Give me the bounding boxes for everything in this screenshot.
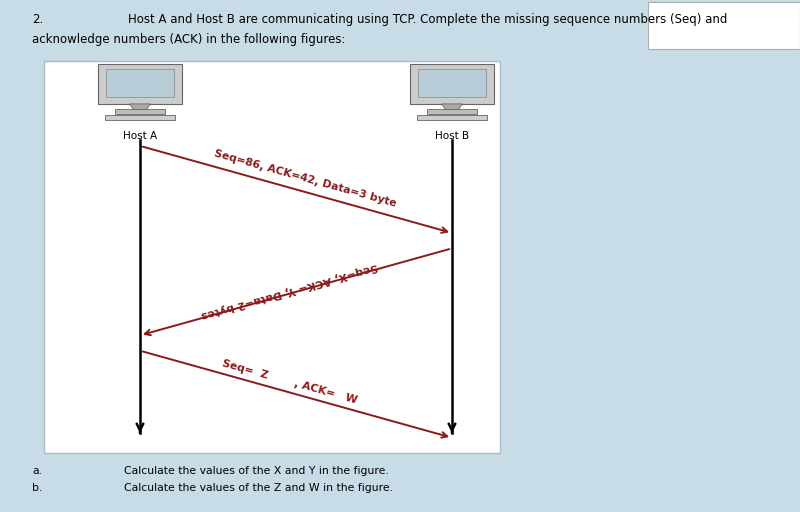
Text: Host A: Host A — [123, 131, 157, 141]
FancyBboxPatch shape — [648, 2, 800, 49]
Text: Host B: Host B — [435, 131, 469, 141]
FancyBboxPatch shape — [418, 69, 486, 97]
FancyBboxPatch shape — [106, 69, 174, 97]
Text: Calculate the values of the Z and W in the figure.: Calculate the values of the Z and W in t… — [124, 483, 393, 493]
FancyBboxPatch shape — [115, 109, 165, 114]
Text: acknowledge numbers (ACK) in the following figures:: acknowledge numbers (ACK) in the followi… — [32, 33, 346, 46]
Text: Calculate the values of the X and Y in the figure.: Calculate the values of the X and Y in t… — [124, 466, 389, 476]
Text: Seq=  Z: Seq= Z — [222, 359, 270, 381]
FancyBboxPatch shape — [105, 115, 175, 120]
FancyBboxPatch shape — [44, 61, 500, 453]
Text: Seq=86, ACK=42, Data=3 byte: Seq=86, ACK=42, Data=3 byte — [213, 148, 398, 209]
Text: a.: a. — [32, 466, 42, 476]
Text: 2.: 2. — [32, 13, 43, 26]
Text: , ACK=   W: , ACK= W — [293, 378, 358, 406]
FancyBboxPatch shape — [427, 109, 477, 114]
Text: b.: b. — [32, 483, 42, 493]
Polygon shape — [130, 104, 150, 110]
FancyBboxPatch shape — [417, 115, 487, 120]
Text: Host A and Host B are communicating using TCP. Complete the missing sequence num: Host A and Host B are communicating usin… — [128, 13, 727, 26]
Polygon shape — [442, 104, 462, 110]
FancyBboxPatch shape — [410, 64, 494, 104]
FancyBboxPatch shape — [98, 64, 182, 104]
Text: Seq=X, ACK= Y, Data=2 bytes: Seq=X, ACK= Y, Data=2 bytes — [200, 261, 378, 320]
